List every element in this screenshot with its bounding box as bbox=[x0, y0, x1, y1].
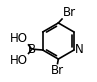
Text: N: N bbox=[75, 43, 84, 56]
Text: B: B bbox=[28, 43, 36, 56]
Text: Br: Br bbox=[62, 6, 76, 19]
Text: HO: HO bbox=[10, 31, 28, 45]
Text: HO: HO bbox=[10, 54, 28, 67]
Text: Br: Br bbox=[51, 64, 64, 77]
